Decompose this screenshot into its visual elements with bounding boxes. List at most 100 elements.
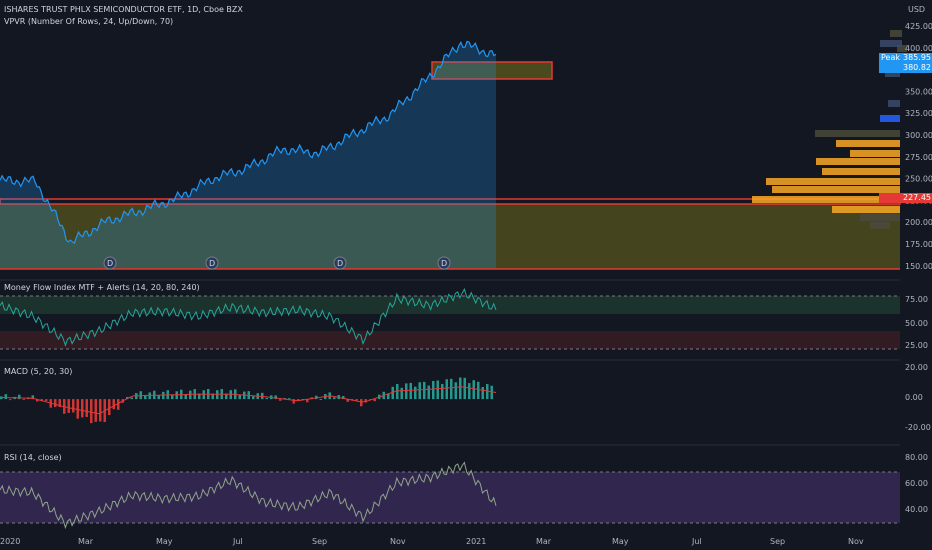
event-marker bbox=[103, 256, 117, 270]
macd-bar bbox=[405, 383, 408, 400]
resistance-box bbox=[431, 61, 553, 80]
price-tick-label: 400.00 bbox=[905, 44, 932, 53]
macd-bar bbox=[387, 393, 390, 400]
volume-profile-bar bbox=[860, 214, 900, 221]
volume-profile-bar bbox=[880, 40, 902, 47]
macd-bar bbox=[81, 399, 84, 418]
mfi-overbought-zone bbox=[0, 296, 900, 314]
time-tick-label: Mar bbox=[78, 537, 94, 546]
macd-bar bbox=[472, 380, 475, 400]
price-tick-label: 325.00 bbox=[905, 109, 932, 118]
event-marker bbox=[205, 256, 219, 270]
macd-bar bbox=[463, 377, 466, 400]
volume-profile-bar bbox=[870, 222, 890, 229]
macd-bar bbox=[432, 380, 435, 400]
support-zone bbox=[0, 204, 900, 269]
macd-bar bbox=[450, 378, 453, 400]
macd-bar bbox=[436, 380, 439, 400]
price-tick-label: 150.00 bbox=[905, 262, 932, 271]
macd-bar bbox=[315, 395, 318, 400]
macd-bar bbox=[211, 393, 214, 400]
time-tick-label: Mar bbox=[536, 537, 552, 546]
macd-bar bbox=[351, 399, 354, 401]
macd-bar bbox=[288, 398, 291, 400]
currency-label: USD bbox=[908, 5, 925, 14]
time-tick-label: 2021 bbox=[466, 537, 486, 546]
macd-bar bbox=[18, 394, 21, 400]
chart-title: ISHARES TRUST PHLX SEMICONDUCTOR ETF, 1D… bbox=[4, 5, 243, 14]
volume-profile-bar bbox=[832, 206, 900, 213]
time-tick-label: Nov bbox=[390, 537, 406, 546]
rsi-title: RSI (14, close) bbox=[4, 453, 62, 462]
mfi-pane[interactable]: Money Flow Index MTF + Alerts (14, 20, 8… bbox=[0, 283, 900, 350]
volume-profile-bar bbox=[752, 196, 900, 203]
event-marker-label: D bbox=[441, 259, 447, 268]
price-tag-value: 380.82 bbox=[903, 63, 931, 72]
volume-profile-bar bbox=[888, 100, 900, 107]
price-area bbox=[0, 41, 496, 269]
volume-profile bbox=[752, 30, 907, 229]
time-tick-label: May bbox=[612, 537, 629, 546]
price-tick-label: 425.00 bbox=[905, 22, 932, 31]
rsi-tick-label: 80.00 bbox=[905, 453, 928, 462]
time-tick-label: Sep bbox=[312, 537, 327, 546]
macd-bar bbox=[445, 379, 448, 400]
macd-pane[interactable]: MACD (5, 20, 30) bbox=[0, 367, 497, 424]
macd-bar bbox=[355, 399, 358, 401]
macd-bar bbox=[99, 399, 102, 422]
macd-tick-label: -20.00 bbox=[905, 423, 931, 432]
volume-profile-bar bbox=[816, 158, 900, 165]
macd-bar bbox=[486, 384, 489, 400]
macd-bar bbox=[9, 399, 12, 401]
macd-bar bbox=[94, 399, 97, 422]
macd-bar bbox=[184, 394, 187, 400]
macd-bar bbox=[360, 399, 363, 407]
price-tag-value: 227.45 bbox=[903, 193, 931, 202]
macd-bar bbox=[171, 394, 174, 400]
rsi-line bbox=[0, 461, 497, 530]
mfi-axis: 75.00 50.00 25.00 bbox=[905, 295, 928, 350]
mfi-tick-label: 50.00 bbox=[905, 319, 928, 328]
macd-bar bbox=[409, 382, 412, 400]
macd-bar bbox=[306, 399, 309, 403]
macd-bar bbox=[441, 383, 444, 400]
macd-bar bbox=[373, 399, 376, 402]
time-tick-label: Jul bbox=[691, 537, 702, 546]
mfi-title: Money Flow Index MTF + Alerts (14, 20, 8… bbox=[4, 283, 200, 292]
event-marker bbox=[437, 256, 451, 270]
macd-bar bbox=[58, 399, 61, 408]
macd-bar bbox=[108, 399, 111, 416]
macd-signal-line bbox=[0, 386, 497, 415]
price-tick-label: 175.00 bbox=[905, 240, 932, 249]
macd-tick-label: 20.00 bbox=[905, 363, 928, 372]
time-axis[interactable]: 2020 Mar May Jul Sep Nov 2021 Mar May Jul Sep Nov bbox=[0, 537, 864, 546]
macd-bar bbox=[477, 381, 480, 400]
event-marker bbox=[333, 256, 347, 270]
time-tick-label: May bbox=[156, 537, 173, 546]
macd-bar bbox=[364, 399, 367, 403]
volume-profile-bar bbox=[815, 130, 900, 137]
macd-bar bbox=[225, 393, 228, 400]
macd-bar bbox=[396, 384, 399, 400]
macd-bar bbox=[112, 399, 115, 410]
macd-bar bbox=[189, 390, 192, 400]
macd-bar bbox=[342, 396, 345, 400]
price-tag-bg bbox=[879, 63, 932, 73]
price-pane[interactable]: ISHARES TRUST PHLX SEMICONDUCTOR ETF, 1D… bbox=[0, 5, 925, 270]
price-tick-label: 200.00 bbox=[905, 218, 932, 227]
price-tick-label: 350.00 bbox=[905, 87, 932, 96]
macd-bar bbox=[252, 396, 255, 400]
price-line bbox=[0, 40, 497, 245]
macd-bar bbox=[292, 399, 295, 404]
macd-bar bbox=[481, 386, 484, 400]
macd-bar bbox=[4, 394, 7, 400]
rsi-pane[interactable]: RSI (14, close) bbox=[0, 453, 900, 530]
macd-axis: 20.00 0.00 -20.00 bbox=[905, 363, 931, 432]
macd-bar bbox=[468, 383, 471, 400]
rsi-tick-label: 40.00 bbox=[905, 505, 928, 514]
macd-bar bbox=[297, 399, 300, 401]
mfi-oversold-zone bbox=[0, 331, 900, 349]
macd-bar bbox=[391, 386, 394, 400]
